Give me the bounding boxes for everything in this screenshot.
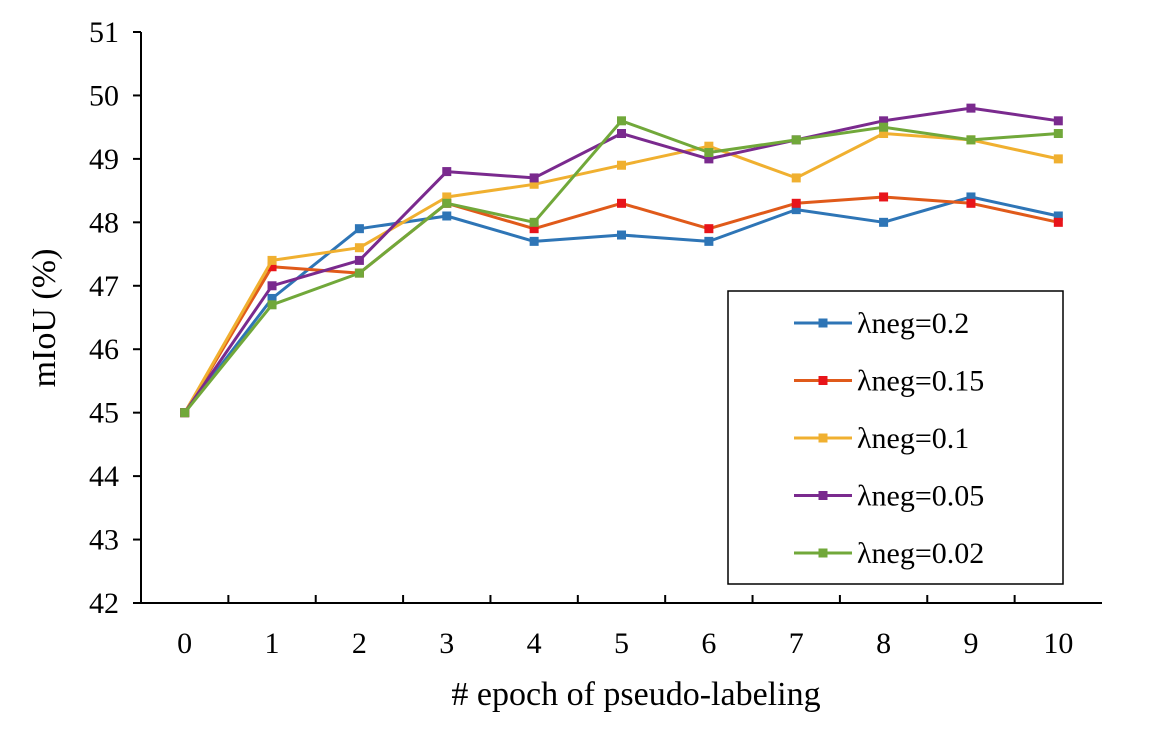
x-tick-label: 1 [265,627,280,660]
data-point [1053,211,1063,221]
y-tick-label: 43 [89,524,119,557]
x-axis-title: # epoch of pseudo-labeling [451,676,820,713]
data-point [267,262,277,272]
y-tick-label: 47 [89,270,119,303]
y-tick-label: 49 [89,143,119,176]
data-point [704,148,714,158]
data-point [442,192,452,202]
data-point [791,173,801,183]
data-point [966,192,976,202]
data-point [617,160,626,170]
x-tick-label: 7 [789,627,804,660]
x-tick-label: 8 [876,627,891,660]
series-layer [180,103,1063,418]
legend-marker [818,433,828,443]
x-tick-label: 9 [963,627,978,660]
legend-marker [818,548,828,558]
data-point [529,217,539,227]
y-tick-label: 51 [89,16,119,49]
legend-label: λneg=0.2 [857,307,969,340]
data-point [617,198,626,208]
data-point [617,116,626,126]
y-axis-title: mIoU (%) [26,249,63,388]
data-point [529,224,539,234]
data-point [879,116,889,126]
legend-label: λneg=0.02 [857,537,984,570]
data-point [617,129,626,139]
y-tick-label: 46 [89,333,119,366]
data-point [1053,217,1063,227]
y-tick-label: 44 [89,460,119,493]
y-tick-label: 45 [89,397,119,430]
data-point [704,224,714,234]
data-point [791,198,801,208]
data-point [529,179,539,189]
data-point [180,408,190,418]
data-point [1053,116,1063,126]
data-point [791,135,801,145]
data-point [529,173,539,183]
legend-item: λneg=0.1 [794,422,969,455]
legend-item: λneg=0.02 [794,537,984,570]
data-point [529,236,539,246]
data-point [442,198,452,208]
data-point [354,243,364,253]
legend-label: λneg=0.1 [857,422,969,455]
data-point [966,135,976,145]
data-point [879,217,889,227]
legend-label: λneg=0.15 [857,365,984,398]
data-point [267,300,277,310]
x-tick-label: 6 [701,627,716,660]
legend-item: λneg=0.05 [794,480,984,513]
x-ticks: 0 1 2 3 4 5 6 7 8 9 10 [177,595,1073,660]
x-tick-label: 5 [614,627,629,660]
data-point [442,211,452,221]
data-point [617,230,626,240]
data-point [704,236,714,246]
y-ticks: 42 43 44 45 46 47 48 49 50 51 [89,16,141,620]
legend: λneg=0.2 λneg=0.15 λneg=0.1 λneg=0.05 λneg=0… [727,290,1064,585]
y-tick-label: 50 [89,79,119,112]
data-point [267,281,277,291]
x-tick-label: 2 [352,627,367,660]
data-point [879,122,889,132]
y-tick-label: 42 [89,587,119,620]
data-point [791,205,801,215]
legend-item: λneg=0.2 [794,307,969,340]
x-tick-label: 3 [439,627,454,660]
x-tick-label: 10 [1043,627,1073,660]
data-point [267,255,277,265]
legend-marker [818,318,828,328]
legend-marker [818,491,828,500]
axes [140,32,1102,604]
series-5 [180,116,1063,418]
legend-label: λneg=0.05 [857,480,984,513]
x-tick-label: 0 [177,627,192,660]
data-point [879,129,889,139]
x-tick-label: 4 [527,627,542,660]
data-point [267,293,277,303]
data-point [354,268,364,278]
data-point [879,192,889,202]
data-point [966,103,976,113]
data-point [1053,129,1063,139]
data-point [966,198,976,208]
data-point [442,167,452,177]
data-point [354,224,364,234]
data-point [704,154,714,164]
legend-marker [818,376,828,385]
legend-box [727,290,1064,585]
data-point [354,255,364,265]
y-tick-label: 48 [89,206,119,239]
data-point [1053,154,1063,164]
legend-item: λneg=0.15 [794,365,984,398]
data-point [704,141,714,151]
